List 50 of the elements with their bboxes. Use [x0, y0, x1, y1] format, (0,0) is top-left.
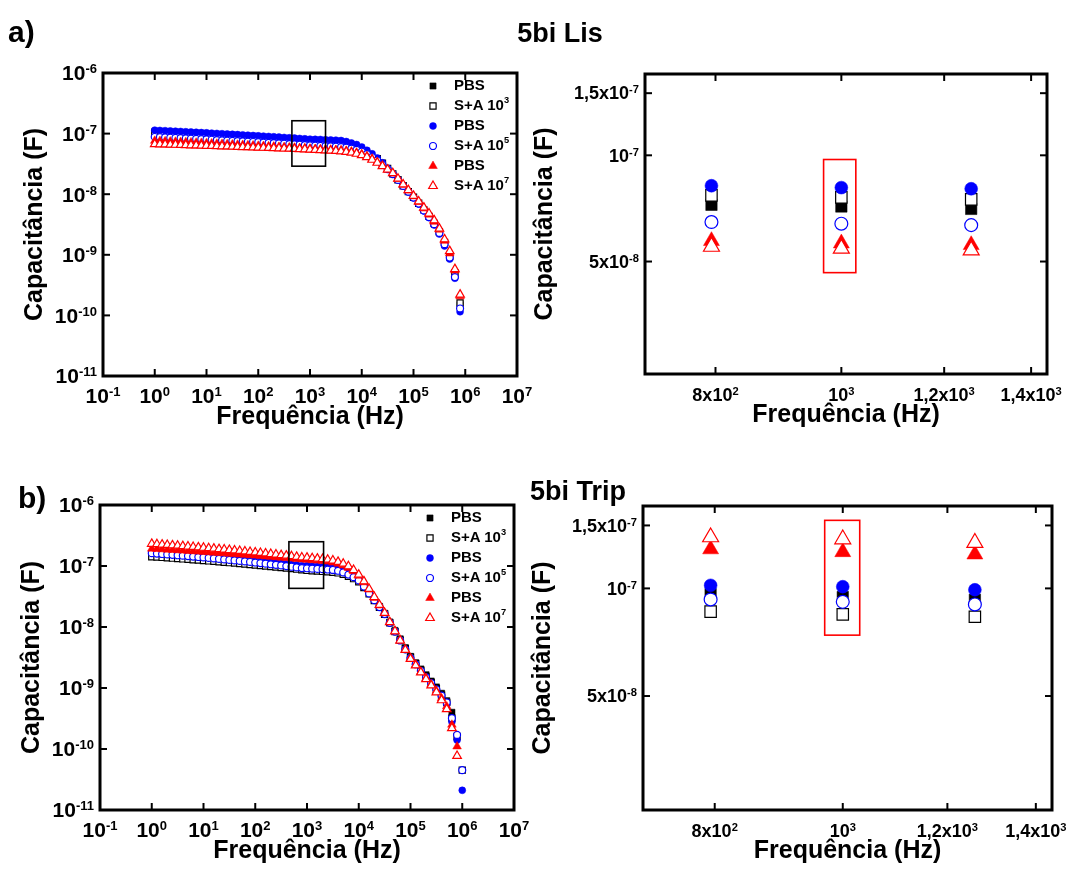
y-tick-label: 10$^{-6}$ — [59, 492, 94, 517]
y-tick-label: 10$^{-7}$ — [607, 578, 637, 599]
y-axis-title: Capacitância (F) — [526, 561, 555, 755]
y-axis-title: Capacitância (F) — [528, 127, 557, 321]
x-tick-label: 10$^{1}$ — [188, 817, 219, 841]
x-tick-label: 10$^{2}$ — [239, 817, 271, 841]
x-tick-label: 10$^{6}$ — [446, 817, 478, 841]
y-tick-label: 10$^{-10}$ — [54, 303, 97, 327]
x-tick-label: 10$^{2}$ — [242, 383, 274, 407]
x-tick-label: 1,4x10$^{3}$ — [1005, 821, 1067, 841]
legend-label: PBS — [454, 75, 485, 93]
x-tick-label: 8x10$^{2}$ — [692, 385, 739, 405]
legend-label: S+A 10$^{5}$ — [454, 135, 510, 153]
legend-label: S+A 10$^{7}$ — [451, 607, 507, 625]
legend-label: PBS — [451, 587, 482, 605]
x-tick-label: 1,4x10$^{3}$ — [1000, 385, 1062, 405]
y-tick-label: 10$^{-7}$ — [62, 121, 97, 145]
legend-label: PBS — [454, 115, 485, 133]
y-tick-label: 10$^{-9}$ — [59, 675, 94, 700]
x-tick-label: 8x10$^{2}$ — [691, 821, 738, 841]
y-tick-label: 10$^{-6}$ — [62, 60, 97, 85]
legend-label: S+A 10$^{3}$ — [454, 95, 510, 113]
x-tick-label: 10$^{7}$ — [498, 817, 530, 841]
y-tick-label: 10$^{-8}$ — [59, 614, 94, 639]
legend-label: S+A 10$^{5}$ — [451, 567, 507, 585]
x-tick-label: 10$^{0}$ — [139, 383, 171, 407]
y-tick-label: 10$^{-10}$ — [51, 736, 94, 761]
y-tick-label: 1,5x10$^{-7}$ — [574, 83, 639, 104]
y-axis-title: Capacitância (F) — [18, 127, 47, 322]
legend-label: S+A 10$^{3}$ — [451, 527, 507, 545]
y-axis-title: Capacitância (F) — [15, 560, 44, 755]
x-tick-label: 10$^{0}$ — [136, 817, 168, 841]
y-tick-label: 10$^{-8}$ — [62, 182, 97, 206]
y-tick-label: 5x10$^{-8}$ — [587, 686, 637, 707]
y-tick-label: 10$^{-7}$ — [59, 553, 94, 578]
text: a) — [8, 15, 35, 48]
y-tick-label: 5x10$^{-8}$ — [589, 251, 639, 272]
x-tick-label: 10$^{6}$ — [449, 383, 481, 407]
chart-title: 5bi Lis — [517, 18, 603, 48]
legend-label: PBS — [454, 155, 485, 173]
legend-label: S+A 10$^{7}$ — [454, 175, 510, 193]
y-tick-label: 10$^{-9}$ — [62, 242, 97, 267]
text: 5bi Trip — [529, 476, 627, 506]
legend-label: PBS — [451, 547, 482, 565]
x-tick-label: 10$^{1}$ — [191, 383, 222, 407]
legend-label: PBS — [451, 507, 482, 525]
y-tick-label: 1,5x10$^{-7}$ — [572, 515, 637, 536]
y-tick-label: 10$^{-7}$ — [609, 145, 639, 166]
x-tick-label: 10$^{7}$ — [501, 383, 533, 407]
text: b) — [18, 481, 47, 514]
